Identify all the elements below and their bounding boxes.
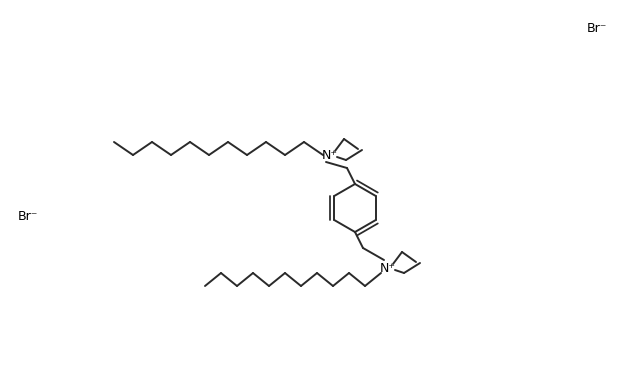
Text: Br⁻: Br⁻ — [18, 209, 38, 222]
Text: Br⁻: Br⁻ — [587, 22, 607, 35]
Text: N⁺: N⁺ — [380, 262, 396, 275]
Text: N⁺: N⁺ — [322, 148, 338, 161]
